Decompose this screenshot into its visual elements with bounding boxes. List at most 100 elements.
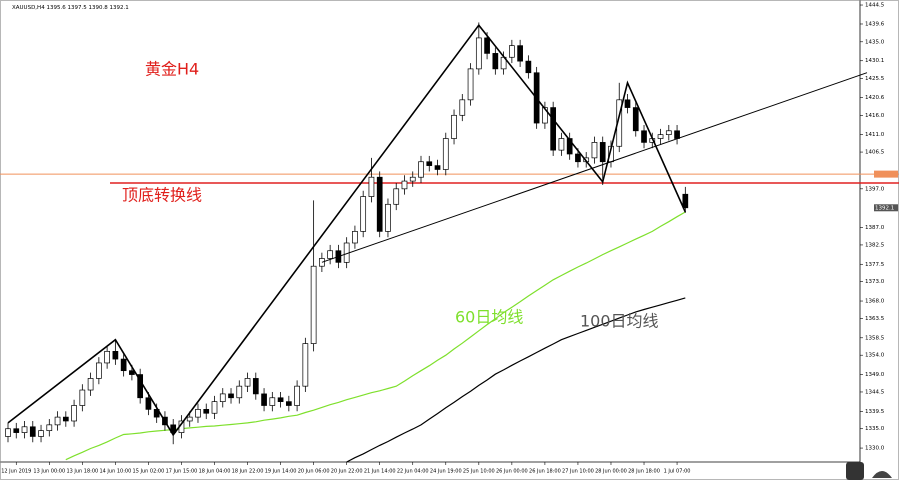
y-tick-label: 1344.5 [865, 389, 885, 395]
candle-body [269, 397, 276, 406]
candle-body [236, 385, 243, 399]
moving-average-line [65, 211, 686, 461]
x-tick-label: 18 Jun 22:00 [232, 469, 264, 475]
candle-body [451, 114, 457, 139]
candle-body [203, 409, 210, 414]
candle-body [393, 188, 400, 205]
zigzag-line [7, 23, 687, 437]
current-price-label: 1392.1 [875, 205, 894, 211]
x-tick-label: 26 Jun 18:00 [529, 469, 561, 475]
candle-body [62, 416, 69, 422]
icon [846, 462, 864, 480]
x-tick-label: 25 Jun 10:00 [463, 469, 495, 475]
candle-body [54, 416, 61, 426]
candle-body [509, 45, 515, 58]
x-tick-label: 18 Jun 04:00 [199, 469, 231, 475]
series-label: 100日均线 [580, 312, 659, 331]
header-text: XAUUSD,H4 1395.6 1397.5 1390.8 1392.1 [12, 5, 129, 11]
x-tick-label: 19 Jun 14:00 [265, 469, 297, 475]
candle-body [120, 358, 127, 372]
candle-body [385, 203, 391, 232]
x-tick-label: 21 Jun 14:00 [364, 469, 396, 475]
x-tick-label: 14 Jun 10:00 [99, 469, 131, 475]
candle-body [79, 389, 86, 406]
candle-body [170, 424, 177, 433]
x-tick-label: 13 Jun 18:00 [66, 469, 98, 475]
x-tick-label: 13 Jun 00:00 [33, 469, 65, 475]
candle-body [376, 176, 383, 232]
candle-body [29, 426, 36, 437]
header-value: XAUUSD,H4 [12, 5, 45, 11]
candle-body [682, 193, 689, 209]
candle-body [426, 161, 433, 166]
candle-body [591, 142, 598, 159]
x-tick-label: 20 Jun 06:00 [298, 469, 330, 475]
candle-body [87, 378, 94, 391]
candle-body [575, 153, 581, 163]
candle-body [112, 350, 119, 360]
annotation: 黄金H4 [145, 60, 199, 79]
price-marker [874, 170, 898, 178]
candle-body [525, 60, 532, 74]
candle-body [219, 393, 226, 402]
x-tick-label: 12 Jun 2019 [1, 469, 31, 475]
candle-body [186, 416, 193, 422]
candle-body [657, 134, 664, 139]
x-tick-label: 26 Jun 00:00 [496, 469, 528, 475]
y-tick-label: 1397.0 [865, 186, 885, 192]
candle-body [302, 343, 309, 387]
x-tick-label: 28 Jun 00:00 [595, 469, 627, 475]
candle-body [360, 196, 367, 232]
candle-body [632, 107, 639, 132]
candle-body [352, 231, 358, 244]
candle-body [492, 53, 499, 70]
candle-body [310, 265, 317, 344]
candle-body [252, 378, 259, 395]
x-tick-label: 20 Jun 22:00 [331, 469, 363, 475]
y-tick-label: 1425.5 [865, 76, 885, 82]
y-tick-label: 1368.0 [865, 299, 885, 305]
y-tick-label: 1435.0 [865, 39, 885, 45]
y-tick-label: 1387.0 [865, 225, 885, 231]
y-tick-label: 1420.6 [865, 95, 885, 101]
moving-average-line [346, 297, 686, 463]
candle-body [484, 37, 490, 54]
candle-body [46, 424, 53, 432]
y-tick-label: 1377.5 [865, 262, 885, 268]
candle-body [137, 374, 144, 399]
candle-body [5, 428, 11, 437]
x-tick-label: 17 Jun 15:00 [166, 469, 198, 475]
x-tick-label: 27 Jun 10:00 [562, 469, 594, 475]
candle-body [550, 107, 557, 151]
candle-body [401, 180, 408, 190]
candle-body [195, 409, 201, 418]
candle-body [442, 138, 449, 170]
y-tick-label: 1330.0 [865, 446, 885, 452]
candle-body [261, 393, 267, 406]
annotation: 顶底转换线 [122, 186, 202, 205]
candle-body [624, 99, 631, 108]
x-tick-label: 1 Jul 07:00 [664, 469, 691, 475]
y-tick-label: 1354.0 [865, 353, 885, 359]
x-tick-label: 28 Jun 18:00 [628, 469, 660, 475]
y-tick-label: 1411.0 [865, 132, 885, 138]
header-value: 1397.5 [67, 5, 87, 11]
candle-body [418, 161, 424, 178]
candle-body [558, 138, 565, 151]
candle-body [434, 165, 441, 170]
candle-body [459, 99, 466, 116]
candle-body [665, 130, 672, 136]
candle-body [674, 130, 680, 139]
y-tick-label: 1358.5 [865, 335, 885, 341]
x-tick-label: 24 Jun 19:00 [430, 469, 462, 475]
candle-body [517, 45, 523, 62]
candle-body [145, 397, 152, 410]
candle-body [566, 138, 573, 155]
header-value: 1390.8 [88, 5, 108, 11]
candle-body [319, 258, 325, 267]
y-tick-label: 1335.0 [865, 426, 885, 432]
candle-body [244, 378, 251, 387]
trend-line [321, 72, 868, 263]
